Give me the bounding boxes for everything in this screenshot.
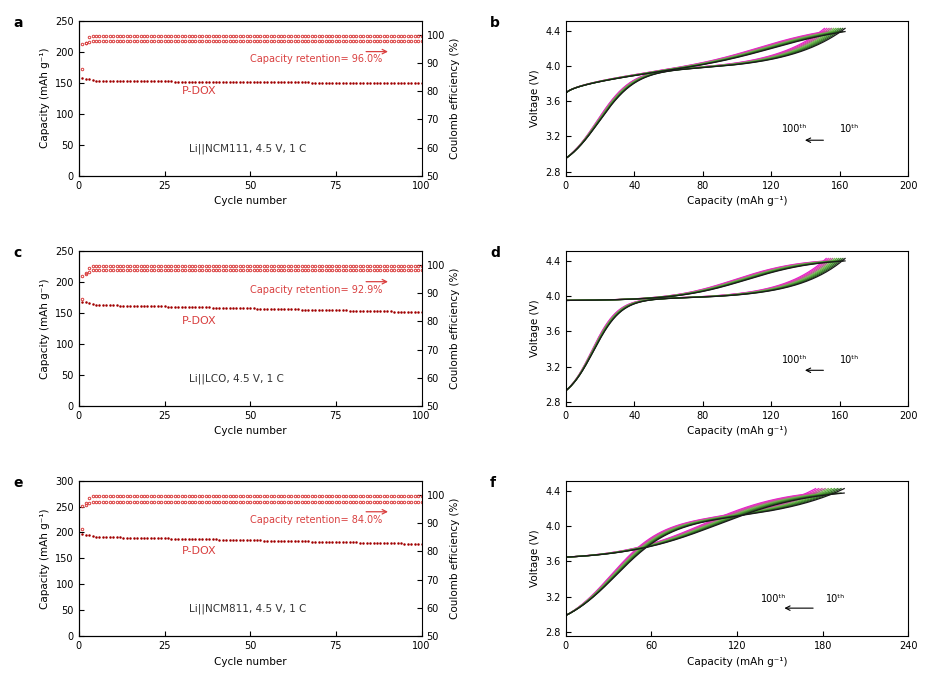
Text: 100ᵗʰ: 100ᵗʰ bbox=[761, 594, 786, 604]
Text: d: d bbox=[490, 246, 500, 260]
Text: 10ᵗʰ: 10ᵗʰ bbox=[840, 124, 859, 135]
Y-axis label: Coulomb efficiency (%): Coulomb efficiency (%) bbox=[451, 38, 461, 159]
Text: P-DOX: P-DOX bbox=[182, 546, 216, 555]
Text: e: e bbox=[14, 476, 23, 490]
Y-axis label: Capacity (mAh g⁻¹): Capacity (mAh g⁻¹) bbox=[40, 508, 50, 609]
Y-axis label: Coulomb efficiency (%): Coulomb efficiency (%) bbox=[451, 498, 461, 619]
Text: 100ᵗʰ: 100ᵗʰ bbox=[781, 124, 806, 135]
X-axis label: Cycle number: Cycle number bbox=[214, 426, 286, 436]
Text: 10ᵗʰ: 10ᵗʰ bbox=[826, 594, 845, 604]
Text: Li||NCM811, 4.5 V, 1 C: Li||NCM811, 4.5 V, 1 C bbox=[188, 603, 306, 614]
Y-axis label: Voltage (V): Voltage (V) bbox=[530, 300, 540, 357]
X-axis label: Capacity (mAh g⁻¹): Capacity (mAh g⁻¹) bbox=[687, 657, 787, 666]
Text: a: a bbox=[14, 16, 23, 30]
Text: c: c bbox=[14, 246, 22, 260]
X-axis label: Capacity (mAh g⁻¹): Capacity (mAh g⁻¹) bbox=[687, 196, 787, 207]
Text: Capacity retention= 84.0%: Capacity retention= 84.0% bbox=[250, 514, 383, 525]
Y-axis label: Capacity (mAh g⁻¹): Capacity (mAh g⁻¹) bbox=[40, 278, 50, 378]
X-axis label: Capacity (mAh g⁻¹): Capacity (mAh g⁻¹) bbox=[687, 426, 787, 436]
Text: 10ᵗʰ: 10ᵗʰ bbox=[840, 354, 859, 365]
Text: Capacity retention= 96.0%: Capacity retention= 96.0% bbox=[250, 55, 383, 64]
Text: P-DOX: P-DOX bbox=[182, 86, 216, 96]
Y-axis label: Voltage (V): Voltage (V) bbox=[530, 70, 540, 127]
Text: Capacity retention= 92.9%: Capacity retention= 92.9% bbox=[250, 285, 383, 295]
Text: Li||LCO, 4.5 V, 1 C: Li||LCO, 4.5 V, 1 C bbox=[188, 373, 284, 384]
Text: P-DOX: P-DOX bbox=[182, 315, 216, 326]
X-axis label: Cycle number: Cycle number bbox=[214, 196, 286, 207]
Text: b: b bbox=[490, 16, 500, 30]
Y-axis label: Coulomb efficiency (%): Coulomb efficiency (%) bbox=[451, 267, 461, 389]
X-axis label: Cycle number: Cycle number bbox=[214, 657, 286, 666]
Y-axis label: Capacity (mAh g⁻¹): Capacity (mAh g⁻¹) bbox=[40, 48, 50, 148]
Text: Li||NCM111, 4.5 V, 1 C: Li||NCM111, 4.5 V, 1 C bbox=[188, 143, 306, 154]
Y-axis label: Voltage (V): Voltage (V) bbox=[530, 529, 540, 587]
Text: 100ᵗʰ: 100ᵗʰ bbox=[781, 354, 806, 365]
Text: f: f bbox=[490, 476, 496, 490]
